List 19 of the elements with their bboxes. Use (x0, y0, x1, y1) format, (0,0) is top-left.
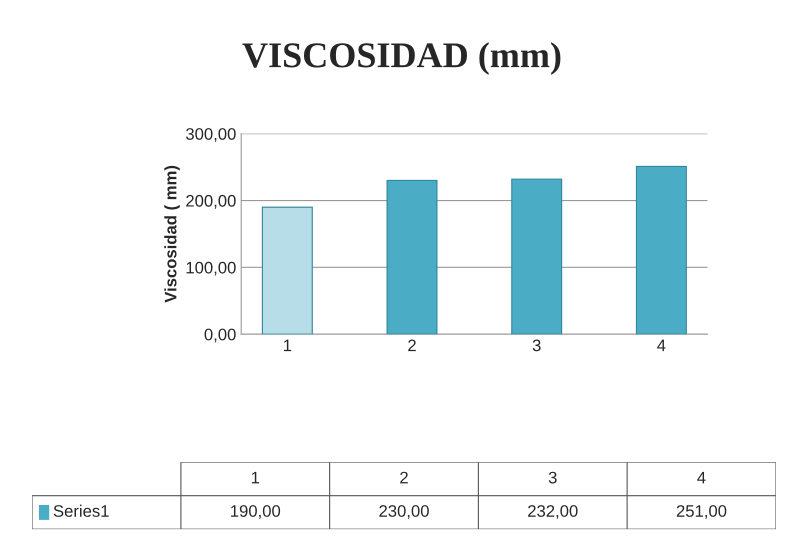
category-label: 4 (697, 472, 706, 484)
data-label: 190,00 (231, 505, 280, 519)
category-label: 2 (400, 472, 408, 484)
y-tick-label: 200,00 (186, 194, 236, 209)
chart-title: VISCOSIDAD (mm) (242, 42, 560, 75)
legend-label: Series1 (54, 504, 109, 517)
y-axis-title: Viscosidad ( mm) (164, 166, 180, 303)
x-tick-label: 3 (532, 340, 541, 352)
y-tick-label: 300,00 (186, 128, 236, 142)
category-label: 1 (252, 472, 260, 484)
data-label: 232,00 (528, 505, 578, 519)
y-tick-label: 0,00 (204, 328, 236, 342)
category-label: 3 (548, 472, 557, 484)
data-label: 230,00 (379, 505, 429, 519)
data-label: 251,00 (676, 505, 726, 519)
x-tick-label: 1 (284, 340, 292, 352)
y-tick-label: 100,00 (186, 262, 236, 276)
x-tick-label: 2 (408, 340, 416, 352)
x-tick-label: 4 (657, 340, 666, 352)
